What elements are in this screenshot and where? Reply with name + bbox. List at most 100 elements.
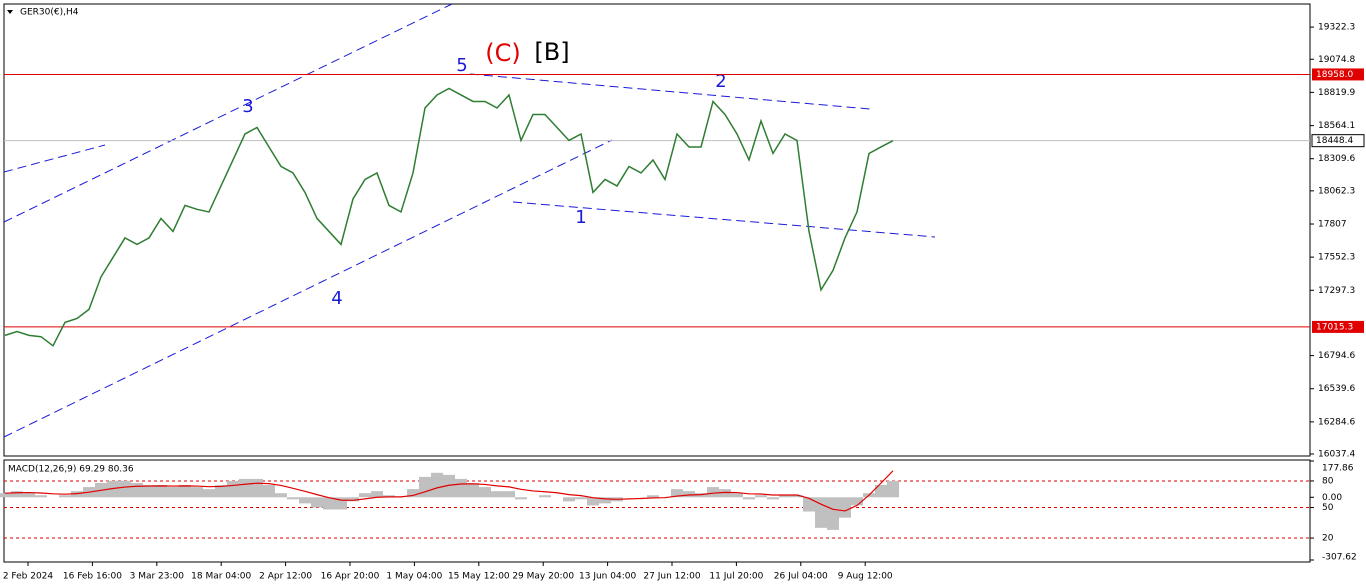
macd-bar — [503, 491, 515, 498]
macd-bar — [299, 497, 311, 504]
y-tick-label: 18564.1 — [1318, 121, 1355, 131]
level-label: 17015.3 — [1316, 322, 1353, 332]
y-tick-label: 20 — [1322, 534, 1334, 544]
macd-bar — [719, 489, 731, 498]
macd-bar — [803, 497, 815, 512]
y-tick-label: 50 — [1322, 503, 1334, 513]
macd-bar — [407, 489, 419, 498]
x-tick-label: 1 May 04:00 — [386, 572, 442, 582]
trend-line — [3, 144, 106, 173]
level-tag — [1312, 320, 1364, 333]
y-tick-label: 16794.6 — [1318, 351, 1355, 361]
macd-bar — [851, 497, 863, 506]
y-tick-label: 16037.4 — [1318, 449, 1355, 459]
y-tick-label: 18309.6 — [1318, 154, 1355, 164]
last-price-label: 18448.4 — [1316, 136, 1353, 146]
y-tick-label: 17297.3 — [1318, 286, 1355, 296]
macd-bar — [743, 497, 755, 500]
macd-panel — [3, 459, 1311, 563]
wave-label: [B] — [534, 38, 569, 66]
macd-bar — [323, 497, 335, 510]
macd-bar — [779, 495, 791, 498]
macd-bar — [479, 487, 491, 498]
macd-bar — [227, 480, 239, 498]
macd-bar — [875, 485, 887, 498]
y-tick-label: 18819.9 — [1318, 88, 1355, 98]
trend-line — [3, 3, 453, 223]
macd-bar — [275, 493, 287, 498]
macd-bar — [215, 485, 227, 498]
x-tick-label: 16 Feb 16:00 — [63, 572, 122, 582]
macd-bar — [23, 493, 35, 498]
macd-bar — [455, 478, 467, 498]
macd-bar — [515, 497, 527, 500]
macd-bar — [755, 495, 767, 498]
macd-bar — [539, 495, 551, 498]
macd-bar — [11, 491, 23, 498]
macd-bar — [683, 491, 695, 498]
trend-line — [3, 139, 613, 438]
x-tick-label: 26 Jul 04:00 — [774, 572, 828, 582]
y-tick-label: 18062.3 — [1318, 186, 1355, 196]
x-tick-label: 27 Jun 12:00 — [643, 572, 700, 582]
macd-bar — [431, 472, 443, 498]
wave-label: 2 — [715, 71, 726, 92]
macd-bar — [767, 497, 779, 500]
macd-bar — [599, 497, 611, 504]
y-tick-label: 80 — [1322, 476, 1334, 486]
x-tick-label: 3 Mar 23:00 — [130, 572, 185, 582]
x-tick-label: 9 Aug 12:00 — [838, 572, 893, 582]
macd-bar — [119, 480, 131, 498]
macd-bar — [491, 491, 503, 498]
trend-line — [512, 201, 936, 238]
wave-label: 5 — [456, 55, 467, 76]
macd-bar — [71, 491, 83, 498]
menu-arrow — [7, 10, 13, 14]
macd-bar — [347, 497, 359, 502]
wave-label: (C) — [485, 39, 520, 67]
macd-bar — [203, 489, 215, 498]
price-line — [4, 87, 894, 347]
x-tick-label: 2 Feb 2024 — [3, 572, 54, 582]
macd-bar — [839, 497, 851, 518]
macd-bar — [191, 487, 203, 498]
macd-bar — [467, 482, 479, 498]
macd-bar — [383, 495, 395, 498]
level-label: 18958.0 — [1316, 70, 1353, 80]
macd-title: MACD(12,26,9) 69.29 80.36 — [8, 465, 134, 475]
macd-bar — [239, 478, 251, 498]
macd-bar — [587, 497, 599, 506]
macd-bar — [107, 480, 119, 498]
macd-bar — [287, 497, 299, 500]
macd-bar — [167, 487, 179, 498]
macd-bar — [707, 487, 719, 498]
x-tick-label: 15 May 12:00 — [448, 572, 510, 582]
y-tick-label: 17552.3 — [1318, 253, 1355, 263]
signal-line — [4, 470, 894, 512]
macd-bar — [179, 485, 191, 498]
x-tick-label: 2 Apr 12:00 — [259, 572, 312, 582]
symbol-title: GER30(€),H4 — [20, 8, 79, 18]
wave-label: 4 — [331, 288, 342, 309]
macd-bar — [887, 480, 899, 498]
macd-bar — [0, 493, 11, 498]
macd-bar — [671, 489, 683, 498]
y-tick-label: 177.86 — [1322, 464, 1354, 474]
macd-bar — [371, 491, 383, 498]
level-tag — [1312, 68, 1364, 81]
x-tick-label: 11 Jul 20:00 — [709, 572, 763, 582]
macd-bar — [251, 478, 263, 498]
trend-line — [469, 73, 871, 110]
macd-bar — [263, 485, 275, 498]
y-tick-label: -307.62 — [1322, 553, 1357, 563]
macd-bar — [731, 493, 743, 498]
y-tick-label: 16284.6 — [1318, 417, 1355, 427]
macd-bar — [791, 495, 803, 498]
macd-bar — [695, 493, 707, 498]
macd-bar — [143, 485, 155, 498]
macd-bar — [563, 497, 575, 502]
wave-label: 3 — [242, 96, 253, 117]
macd-bar — [131, 482, 143, 498]
macd-bar — [35, 495, 47, 498]
